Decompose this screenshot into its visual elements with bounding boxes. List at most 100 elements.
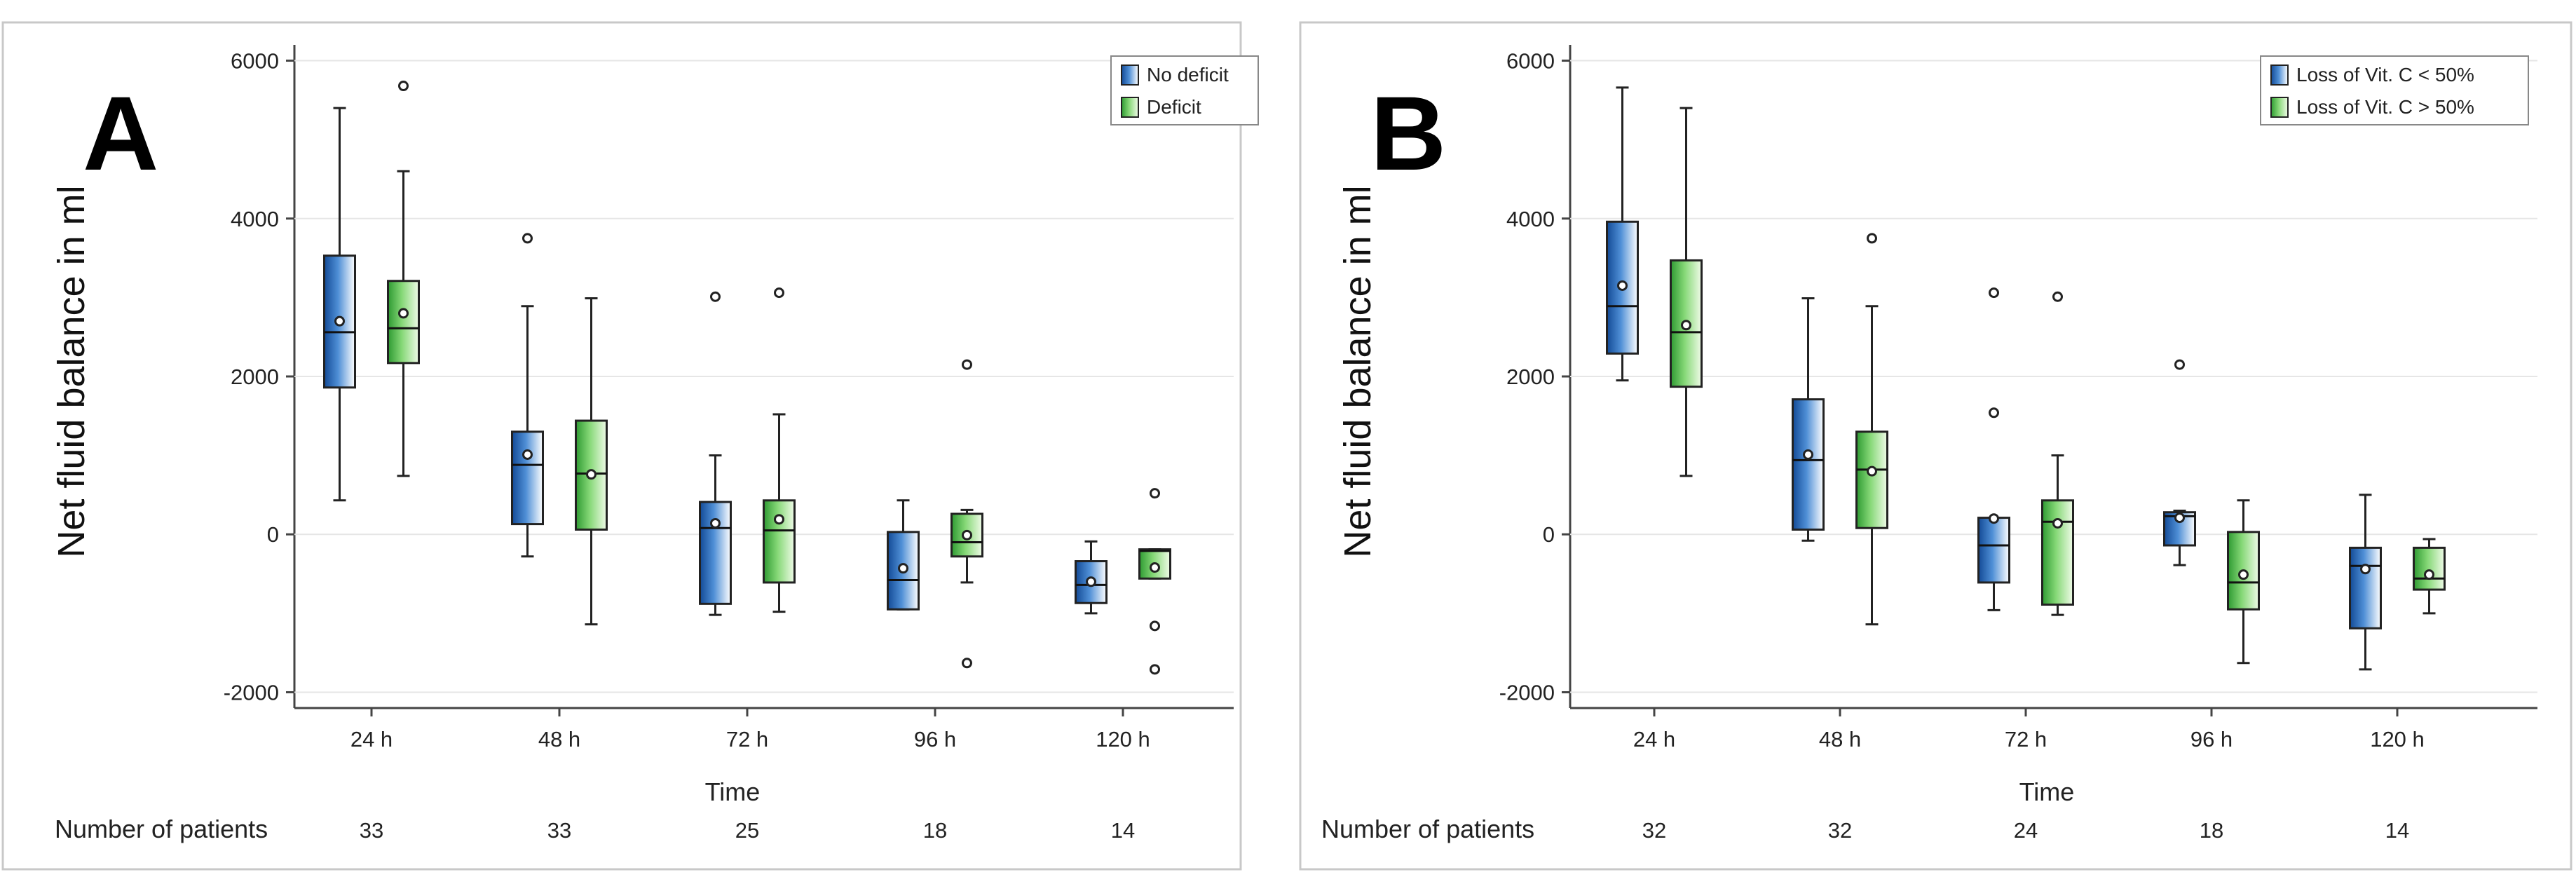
panel-b-s0-c2-outlier-1 [1989, 407, 1999, 419]
panel-a-s0-c2-iqr-box [699, 501, 732, 605]
panel-b-count-3: 18 [2200, 818, 2223, 843]
panel-b-y-tick-label-1: 0 [1543, 522, 1555, 547]
panel-a-s0-c1-box [511, 233, 544, 558]
panel-a-s0-c4-box [1075, 540, 1108, 615]
panel-b-s0-c1-mean [1803, 449, 1813, 460]
panel-b-s1-c2-outlier-0 [2052, 291, 2063, 302]
panel-a-s1-c3-outlier-0 [962, 359, 972, 370]
panel-a-s1-c4-mean [1150, 562, 1160, 573]
panel-b-s1-c1-mean [1867, 465, 1877, 477]
panel-a-legend-swatch-0 [1121, 64, 1139, 86]
panel-b-y-tick-label-2: 2000 [1506, 365, 1555, 389]
panel-a-s1-c1-box [575, 297, 608, 626]
panel-a-plot: -2000 0 2000 4000 6000 24 h 48 h 72 h 96 h 120 h… [224, 45, 1259, 843]
panel-a-y-tick-label-1: 0 [267, 522, 279, 547]
panel-a-s1-c1-mean [586, 469, 597, 480]
panel-b-s1-c4-box [2413, 538, 2446, 615]
panel-a-s1-c4-box [1138, 488, 1171, 675]
panel-a-s0-c0-box [323, 107, 356, 502]
panel-b-s0-c0-box [1606, 86, 1639, 382]
panel-a-y-tick-label-2: 2000 [231, 365, 279, 389]
panel-b-s1-c3-mean [2238, 569, 2249, 580]
panel-a-s0-c1-iqr-box [511, 430, 544, 526]
panel-a-s0-c2-mean [710, 517, 721, 529]
panel-a-y-tick-label-0: -2000 [224, 680, 279, 705]
panel-b-count-4: 14 [2385, 818, 2409, 843]
panel-b-counts: 32 32 24 18 14 [1642, 818, 2409, 843]
panel-a-s0-c4-iqr-box [1075, 560, 1108, 604]
panel-a-y-ticks: -2000 0 2000 4000 6000 [224, 49, 294, 705]
panel-b-x-axis-label: Time [2019, 777, 2075, 806]
panel-b-x-tick-label-2: 72 h [2005, 727, 2047, 751]
panel-a-s1-c3-box [950, 359, 983, 669]
panel-b-boxes [1606, 86, 2446, 671]
panel-a-y-tick-label-4: 6000 [231, 49, 279, 74]
panel-a-legend-label-1: Deficit [1147, 96, 1201, 118]
panel-a-s0-c3-mean [898, 563, 908, 574]
panel-a-s0-c1-mean [522, 449, 533, 460]
panel-b-s1-c3-box [2227, 499, 2260, 665]
panel-a-s1-c3-outlier-1 [962, 658, 972, 669]
panel-b-s0-c3-box [2163, 359, 2196, 566]
panel-a-count-label: Number of patients [55, 815, 268, 843]
panel-b-plot: -2000 0 2000 4000 6000 24 h 48 h 72 h 96 h 120 h… [1499, 45, 2537, 843]
panel-a-x-tick-label-0: 24 h [350, 727, 393, 751]
panel-a: A Net fluid balance in ml Time Number of… [1, 21, 1259, 871]
panel-a-s1-c4-outlier-0 [1150, 488, 1160, 499]
panel-a-s0-c0-mean [334, 315, 345, 327]
panel-a-s1-c2-outlier-0 [774, 287, 784, 299]
panel-a-x-tick-label-4: 120 h [1096, 727, 1150, 751]
panel-a-count-2: 25 [735, 818, 759, 843]
panel-b-legend-label-0: Loss of Vit. C < 50% [2296, 64, 2474, 86]
panel-b-s0-c1-box [1792, 297, 1825, 542]
panel-b-s1-c0-box [1670, 107, 1703, 477]
panel-b-s0-c3-mean [2174, 512, 2185, 524]
panel-b-legend-swatch-0 [2270, 64, 2289, 86]
panel-b-s0-c0-mean [1617, 280, 1628, 291]
panel-b-label: B [1370, 74, 1446, 192]
panel-a-s0-c2-outlier-0 [710, 291, 721, 302]
panel-b-s0-c3-outlier-0 [2174, 359, 2185, 370]
panel-b-s0-c2-iqr-box [1977, 517, 2010, 584]
panel-a-s1-c3-mean [962, 529, 972, 540]
panel-b-legend: Loss of Vit. C < 50% Loss of Vit. C > 50… [2260, 55, 2529, 125]
panel-a-s1-c4-outlier-1 [1150, 620, 1160, 632]
panel-a-s1-c2-box [763, 287, 796, 613]
panel-b-s1-c1-iqr-box [1855, 430, 1888, 529]
panel-a-x-axis-label: Time [705, 777, 761, 806]
panel-a-s1-c0-mean [398, 308, 409, 319]
panel-a-s1-c2-mean [774, 514, 784, 525]
panel-a-counts: 33 33 25 18 14 [360, 818, 1135, 843]
panel-b-y-tick-label-4: 6000 [1506, 49, 1555, 74]
panel-b-s0-c1-iqr-box [1792, 398, 1825, 531]
panel-a-x-tick-label-2: 72 h [726, 727, 768, 751]
panel-a-gridlines [294, 60, 1234, 693]
panel-a-x-tick-label-1: 48 h [538, 727, 580, 751]
panel-a-s1-c2-iqr-box [763, 499, 796, 584]
panel-a-frame [1, 21, 1242, 871]
panel-b-s0-c4-iqr-box [2349, 546, 2382, 630]
panel-a-x-ticks: 24 h 48 h 72 h 96 h 120 h [350, 708, 1150, 751]
panel-a-s1-c0-outlier-0 [398, 81, 409, 92]
panel-a-legend-label-0: No deficit [1147, 64, 1229, 86]
panel-b-x-tick-label-1: 48 h [1819, 727, 1861, 751]
panel-b-s0-c4-box [2349, 494, 2382, 671]
panel-a-y-tick-label-3: 4000 [231, 207, 279, 231]
panel-b-s1-c4-mean [2424, 569, 2434, 580]
panel-b-count-1: 32 [1828, 818, 1852, 843]
panel-b-y-tick-label-3: 4000 [1506, 207, 1555, 231]
panel-b-x-tick-label-4: 120 h [2370, 727, 2425, 751]
panel-a-legend-swatch-1 [1121, 97, 1139, 118]
panel-a-legend: No deficit Deficit [1110, 55, 1259, 125]
panel-a-s1-c4-outlier-2 [1150, 664, 1160, 675]
panel-b-legend-frame [2260, 55, 2529, 125]
panel-b-y-ticks: -2000 0 2000 4000 6000 [1499, 49, 1570, 705]
panel-b-y-axis-label: Net fluid balance in ml [1337, 185, 1379, 557]
panel-b-x-tick-label-0: 24 h [1633, 727, 1675, 751]
panel-b-s1-c4-iqr-box [2413, 546, 2446, 591]
panel-a-count-3: 18 [923, 818, 947, 843]
panel-a-count-1: 33 [547, 818, 571, 843]
panel-b-frame [1299, 21, 2572, 871]
panel-b-s0-c4-mean [2360, 564, 2371, 575]
panel-a-label: A [83, 74, 158, 192]
